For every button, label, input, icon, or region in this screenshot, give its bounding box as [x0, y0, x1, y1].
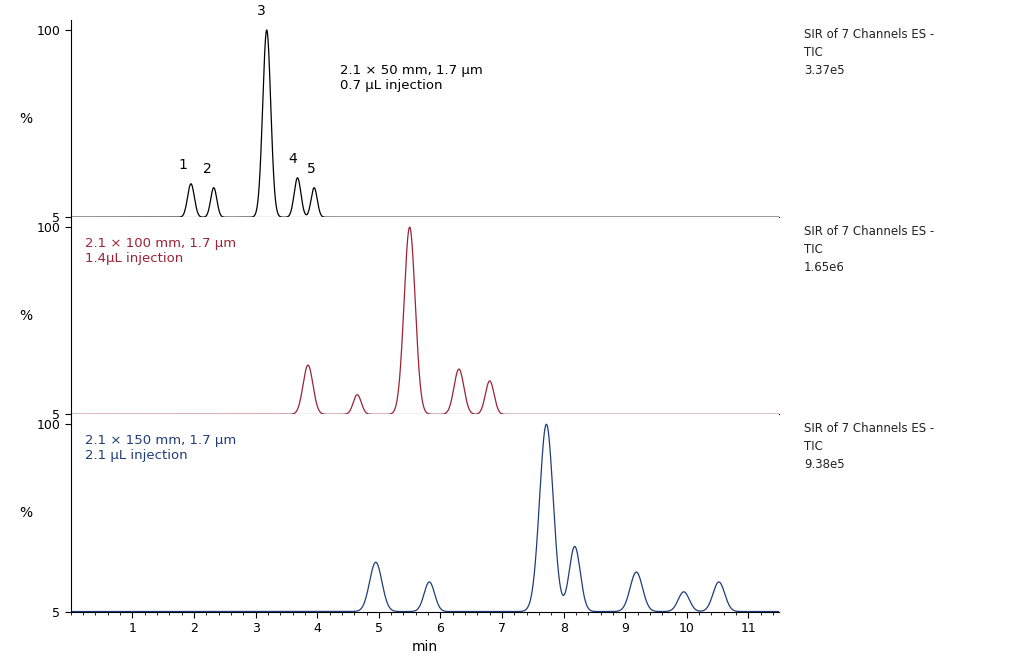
Text: 2.1 × 50 mm, 1.7 μm
0.7 μL injection: 2.1 × 50 mm, 1.7 μm 0.7 μL injection: [340, 64, 482, 91]
Text: SIR of 7 Channels ES -
TIC
3.37e5: SIR of 7 Channels ES - TIC 3.37e5: [803, 28, 933, 77]
Y-axis label: %: %: [19, 506, 32, 520]
Text: SIR of 7 Channels ES -
TIC
9.38e5: SIR of 7 Channels ES - TIC 9.38e5: [803, 422, 933, 471]
Text: 3: 3: [257, 4, 266, 18]
Text: 4: 4: [288, 152, 296, 166]
Y-axis label: %: %: [19, 112, 32, 126]
X-axis label: min: min: [411, 640, 438, 655]
Text: 1: 1: [178, 158, 187, 172]
Text: 2: 2: [203, 162, 211, 176]
Text: 2.1 × 150 mm, 1.7 μm
2.1 μL injection: 2.1 × 150 mm, 1.7 μm 2.1 μL injection: [85, 434, 236, 462]
Text: 2.1 × 100 mm, 1.7 μm
1.4μL injection: 2.1 × 100 mm, 1.7 μm 1.4μL injection: [85, 237, 236, 265]
Y-axis label: %: %: [19, 309, 32, 323]
Text: 5: 5: [306, 162, 315, 176]
Text: SIR of 7 Channels ES -
TIC
1.65e6: SIR of 7 Channels ES - TIC 1.65e6: [803, 225, 933, 274]
